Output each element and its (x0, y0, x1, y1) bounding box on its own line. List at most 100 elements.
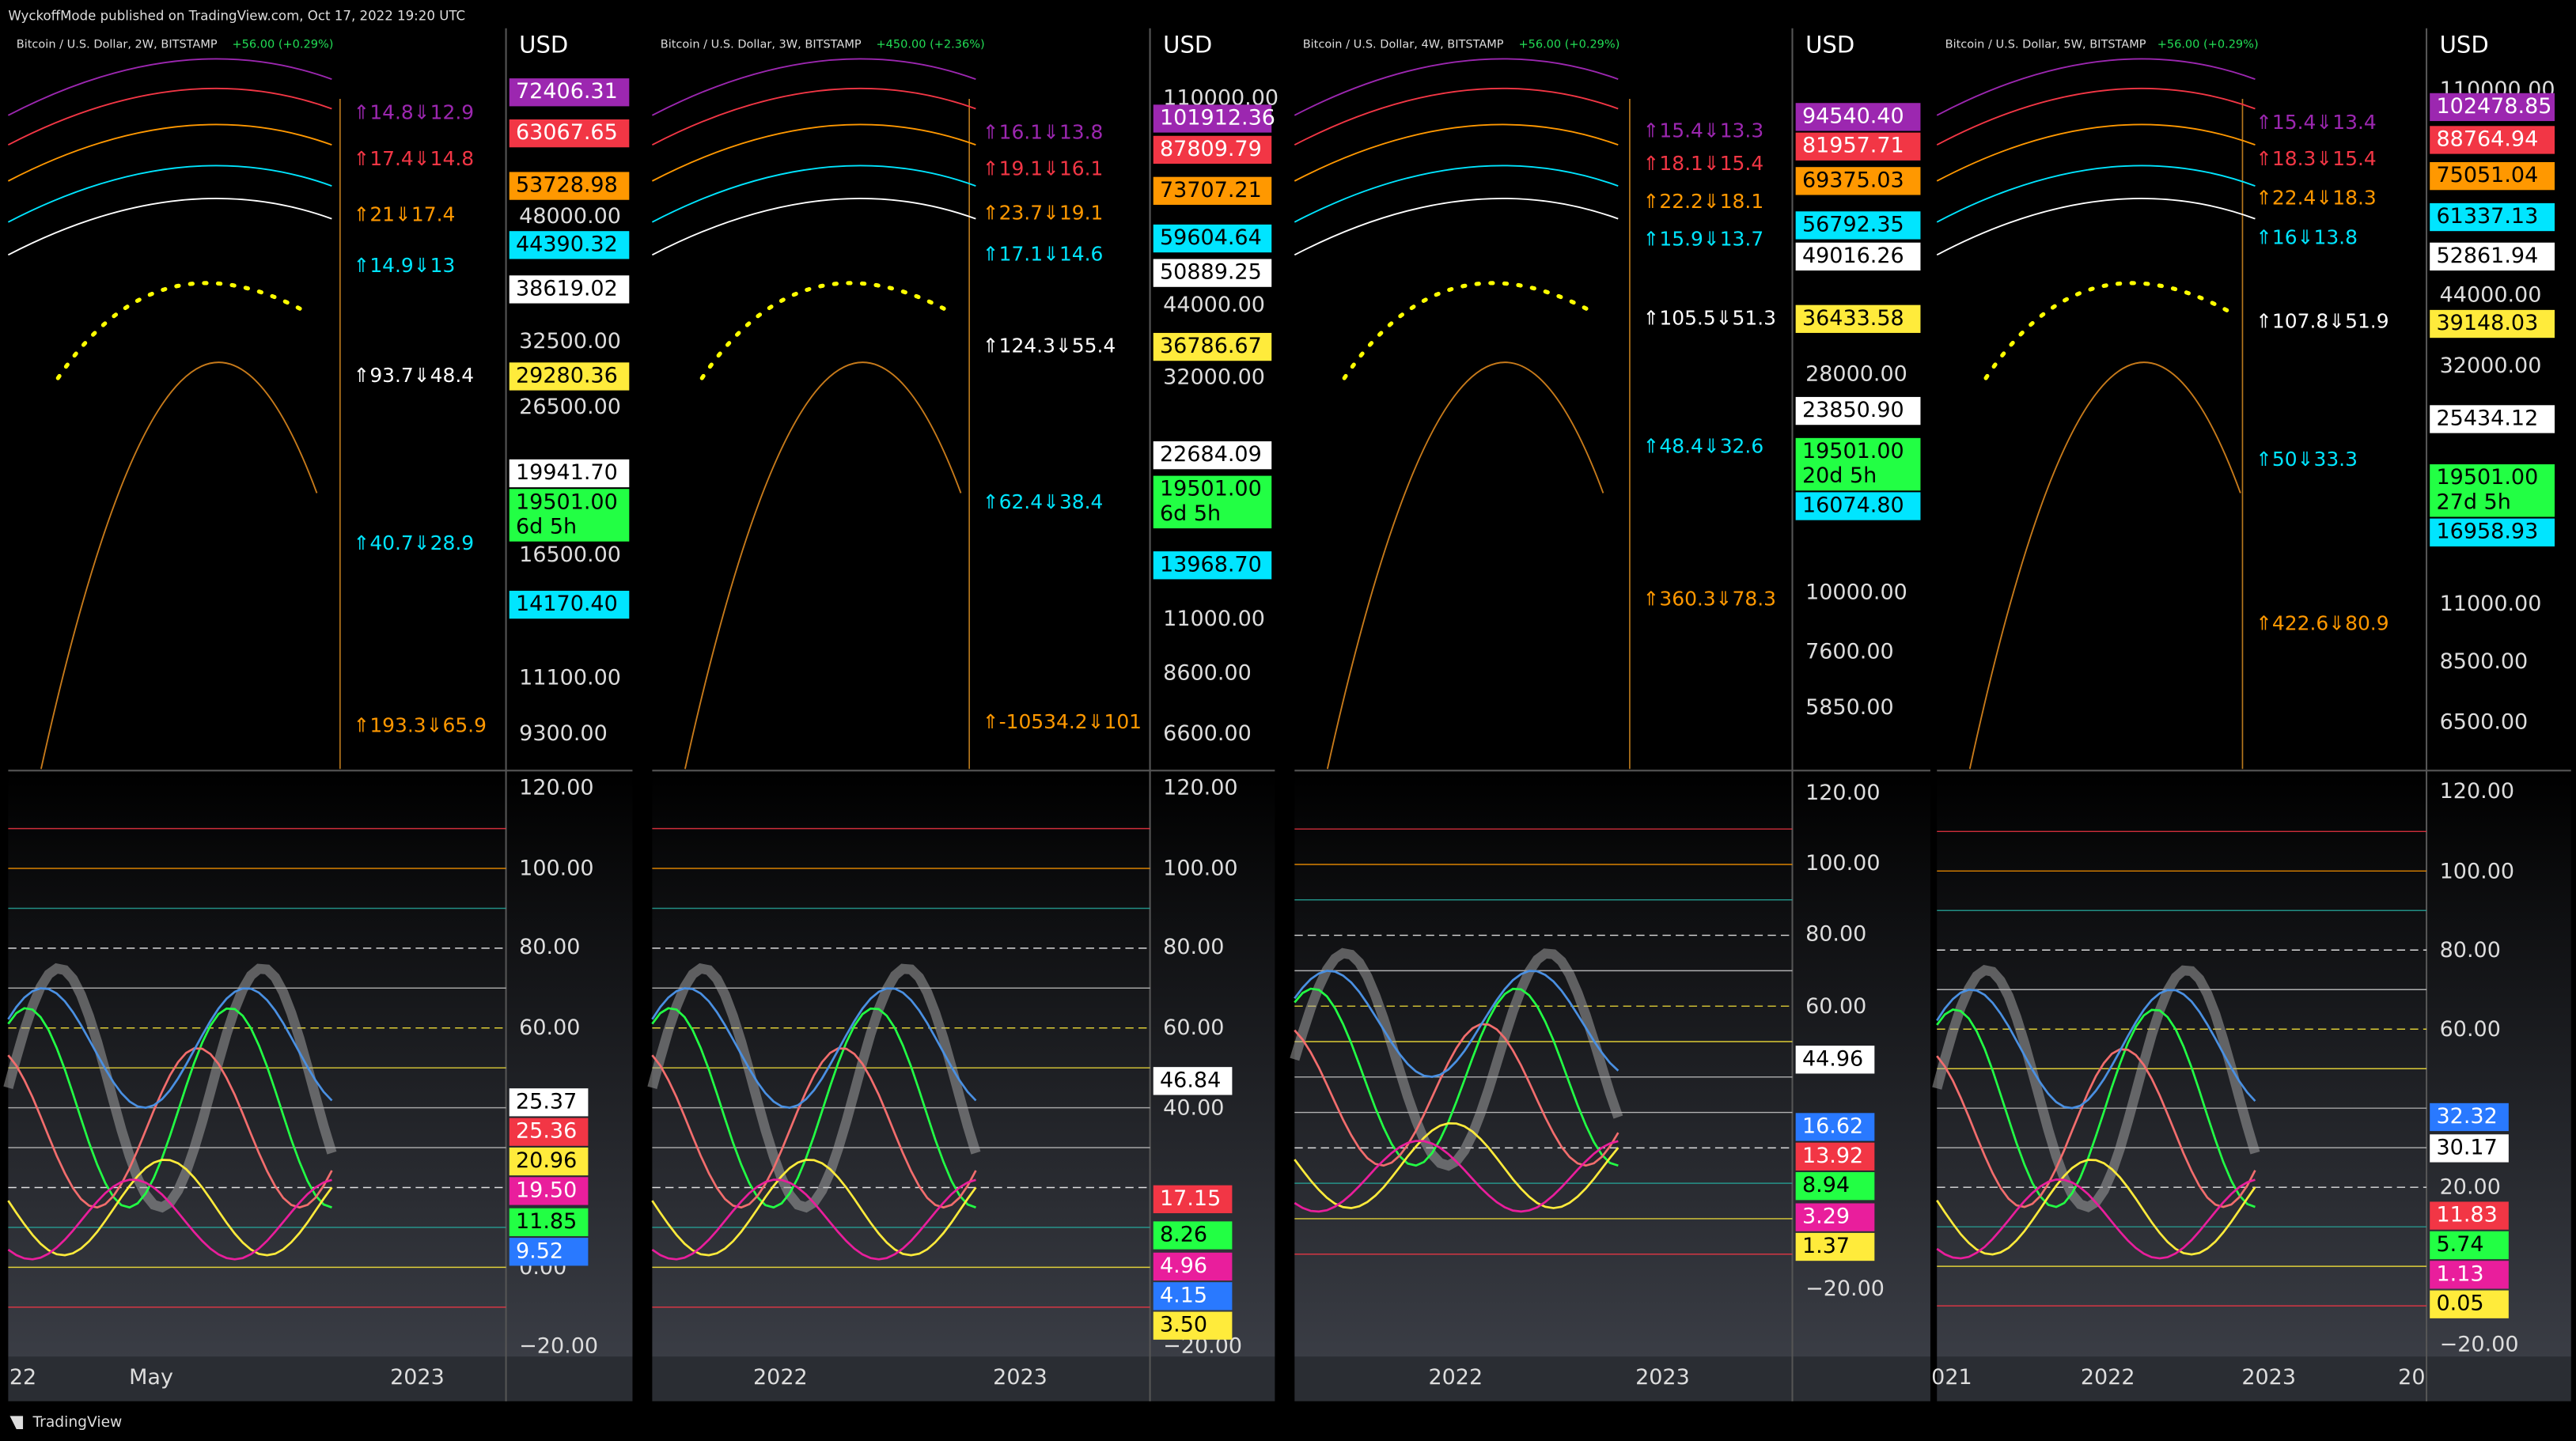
price-tag (2430, 405, 2555, 433)
price-tag-label: 75051.04 (2436, 163, 2538, 187)
price-tag (2430, 464, 2555, 517)
price-tag (1795, 211, 1921, 240)
price-tag (1795, 1046, 1875, 1074)
price-tag-label: 0.05 (2436, 1292, 2483, 1316)
price-tag-label: 11.83 (2436, 1203, 2497, 1227)
price-tag (509, 362, 630, 391)
oscillator-curve (7, 1047, 333, 1209)
price-tag (1153, 135, 1272, 165)
price-tag (2430, 1102, 2509, 1132)
price-tag (1795, 103, 1921, 131)
price-tag (2430, 202, 2555, 232)
band-curve (1294, 58, 1619, 116)
price-tag-label: 5.74 (2436, 1232, 2483, 1257)
price-tag (2430, 518, 2555, 547)
price-tag (509, 1118, 589, 1146)
price-axis-label: 11000.00 (1163, 607, 1265, 631)
price-tag (509, 119, 630, 148)
annotation: ⇑93.7⇓48.4 (353, 364, 474, 387)
price-tag-label: 59604.64 (1160, 225, 1262, 250)
envelope-curve (1326, 361, 1604, 770)
oscillator-axis-label: 80.00 (1805, 921, 1866, 946)
oscillator-axis-label: 60.00 (1163, 1016, 1224, 1040)
price-tag (1153, 224, 1272, 253)
annotation: ⇑14.8⇓12.9 (353, 101, 474, 124)
oscillator-axis-label: 120.00 (1163, 776, 1237, 800)
price-tag (1153, 332, 1272, 361)
price-tag (509, 231, 630, 259)
price-tag-label: 88764.94 (2436, 127, 2538, 151)
panel-title: Bitcoin / U.S. Dollar, 4W, BITSTAMP (1303, 39, 1504, 51)
oscillator-axis-label: 120.00 (519, 776, 593, 800)
time-axis-label: 20 (2398, 1365, 2425, 1390)
oscillator-axis-label: 80.00 (2440, 938, 2501, 963)
price-tag-label: 3.29 (1802, 1205, 1850, 1229)
band-curve (651, 87, 976, 146)
price-tag (1153, 551, 1272, 580)
annotation: ⇑48.4⇓32.6 (1643, 434, 1764, 457)
price-tag-label: 73707.21 (1160, 178, 1262, 202)
annotation: ⇑22.2⇓18.1 (1643, 190, 1764, 213)
band-curve (1294, 165, 1619, 223)
countdown: 27d 5h (2436, 490, 2510, 514)
countdown: 20d 5h (1802, 463, 1877, 488)
annotation: ⇑17.1⇓14.6 (983, 242, 1104, 265)
price-tag-label: 19.50 (516, 1178, 577, 1202)
envelope-curve (1968, 361, 2241, 770)
price-axis-label: 11100.00 (519, 666, 621, 690)
oscillator-curve (7, 1159, 333, 1257)
footer-brand: TradingView (32, 1414, 123, 1431)
sar-dots (699, 281, 953, 380)
countdown: 6d 5h (1160, 501, 1221, 526)
price-tag-label: 4.15 (1160, 1283, 1207, 1307)
oscillator-curve (7, 1007, 332, 1209)
price-tag-label: 25.37 (516, 1089, 577, 1114)
price-tag-label: 19941.70 (516, 460, 618, 485)
oscillator-curve (7, 987, 333, 1110)
oscillator-axis-label: −20.00 (1805, 1276, 1885, 1301)
price-axis-label: 28000.00 (1805, 361, 1907, 386)
price-axis-label: 44000.00 (1163, 293, 1265, 317)
price-tag-label: 14170.40 (516, 592, 618, 616)
price-axis-label: 32500.00 (519, 329, 621, 354)
annotation: ⇑124.3⇓55.4 (983, 335, 1116, 357)
price-tag-label: 19501.00 (1802, 439, 1904, 463)
price-tag (509, 1238, 589, 1266)
band-curve (1936, 58, 2256, 116)
oscillator-curve (651, 1159, 977, 1257)
price-tag-label: 17.15 (1160, 1186, 1221, 1211)
time-axis-label: 2023 (1635, 1365, 1690, 1390)
price-tag (509, 1147, 589, 1176)
band-curve (7, 123, 332, 182)
price-tag-label: 46.84 (1160, 1068, 1221, 1092)
price-axis-label: 9300.00 (519, 721, 608, 746)
price-change: +56.00 (+0.29%) (233, 39, 334, 51)
price-tag (1153, 441, 1272, 470)
currency: USD (519, 32, 568, 59)
time-axis-label: 2023 (390, 1365, 445, 1390)
header: WyckoffMode published on TradingView.com… (8, 9, 465, 24)
price-axis-label: 8600.00 (1163, 660, 1252, 685)
price-change: +450.00 (+2.36%) (877, 39, 985, 51)
envelope-curve (684, 361, 962, 770)
price-tag-label: 52861.94 (2436, 244, 2538, 268)
price-tag-label: 19501.00 (1160, 477, 1262, 501)
annotation: ⇑18.3⇓15.4 (2256, 147, 2377, 170)
band-curve (1936, 87, 2256, 146)
oscillator-curve (7, 1178, 332, 1261)
price-tag (2430, 161, 2555, 191)
price-tag-label: 1.37 (1802, 1234, 1850, 1258)
price-tag (1153, 1282, 1233, 1311)
price-tag (1153, 176, 1272, 205)
price-tag-label: 19501.00 (516, 490, 618, 514)
oscillator-axis-label: 100.00 (519, 856, 593, 880)
price-tag-label: 30.17 (2436, 1135, 2497, 1159)
annotation: ⇑21⇓17.4 (353, 202, 455, 225)
time-axis-label: May (129, 1365, 173, 1390)
time-axis-label: 22 (9, 1365, 36, 1390)
annotation: ⇑15.4⇓13.4 (2256, 111, 2377, 134)
annotation: ⇑-10534.2⇓101 (983, 710, 1142, 733)
price-tag (1153, 1252, 1233, 1281)
annotation: ⇑360.3⇓78.3 (1643, 587, 1777, 610)
